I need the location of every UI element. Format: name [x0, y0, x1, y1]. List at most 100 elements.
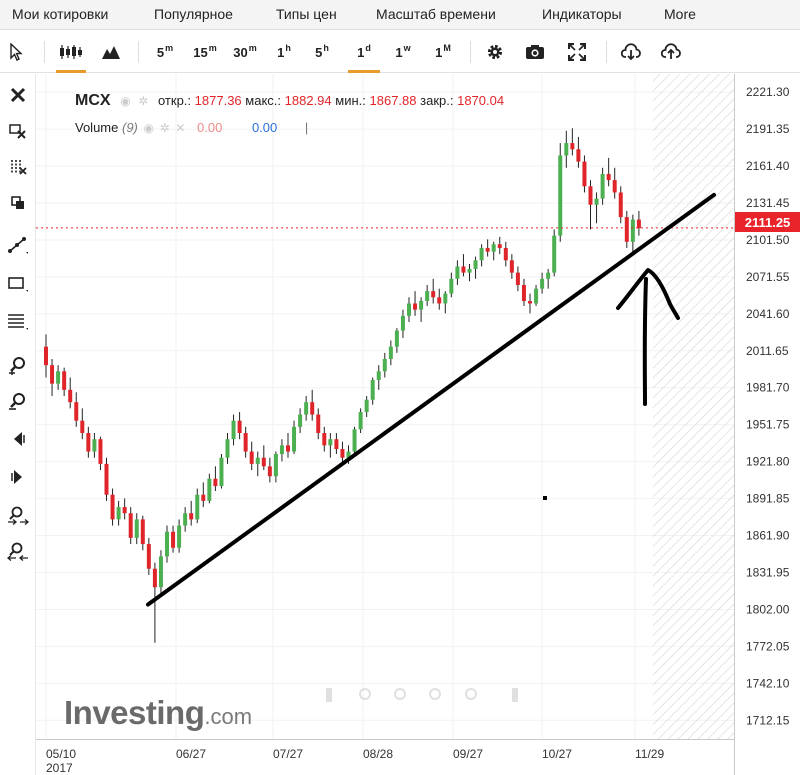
gear-icon[interactable] — [482, 39, 508, 65]
eye-icon[interactable]: ◉ — [143, 121, 154, 135]
candle-body — [201, 494, 206, 501]
candle-body — [195, 494, 200, 520]
candle-body — [86, 433, 91, 452]
high-value: 1882.94 — [284, 93, 332, 108]
candle-body — [44, 346, 48, 366]
upload-icon[interactable] — [658, 39, 684, 65]
price-chart[interactable]: 2221.30 2191.35 2161.40 2131.45 2101.50 2071.… — [36, 74, 800, 775]
candle-body — [340, 449, 345, 458]
candle-body — [376, 371, 381, 380]
volume-value-1: 0.00 — [197, 120, 223, 135]
candle-body — [322, 433, 327, 446]
candle-body — [50, 365, 55, 384]
zoom-out-horizontal-icon[interactable] — [6, 540, 30, 562]
fibonacci-tool-icon[interactable] — [6, 310, 30, 332]
candle-body — [473, 260, 478, 269]
menu-time-scale[interactable]: Масштаб времени — [376, 6, 496, 22]
candle-body — [237, 420, 242, 434]
candle-body — [352, 429, 357, 452]
timeframe-30m[interactable]: 30 m — [233, 43, 257, 60]
magnet-grid-icon[interactable] — [6, 156, 30, 178]
x-tick-label: 07/27 — [273, 747, 303, 761]
zoom-in-icon[interactable] — [6, 354, 30, 376]
y-tick-label: 2221.30 — [746, 85, 790, 99]
volume-value-2: 0.00 — [251, 120, 278, 135]
candle-body — [110, 494, 115, 520]
fullscreen-icon[interactable] — [564, 39, 590, 65]
remove-drawings-icon[interactable] — [6, 120, 30, 142]
y-tick-label: 1951.75 — [746, 418, 790, 432]
timeframe-15m[interactable]: 15 m — [193, 43, 217, 60]
candle-body — [407, 303, 411, 316]
candle-body — [207, 478, 212, 501]
candle-body — [455, 266, 460, 279]
candle-body — [370, 379, 375, 400]
mountain-type-icon[interactable] — [98, 39, 124, 65]
scroll-left-icon[interactable] — [6, 428, 30, 450]
candle-body — [388, 346, 393, 359]
zoom-out-icon[interactable] — [6, 390, 30, 412]
candle-body — [630, 219, 635, 242]
zoom-in-horizontal-icon[interactable] — [6, 504, 30, 526]
candle-body — [80, 420, 85, 434]
candle-body — [122, 507, 127, 514]
menu-indicators[interactable]: Индикаторы — [542, 6, 622, 22]
candlestick-type-icon[interactable] — [54, 39, 88, 73]
candle-body — [425, 291, 430, 302]
x-tick-label: 05/10 — [46, 747, 76, 761]
x-tick-label: 10/27 — [542, 747, 572, 761]
menu-more[interactable]: More — [664, 6, 696, 22]
y-tick-label: 1861.90 — [746, 529, 790, 543]
gear-icon[interactable]: ✲ — [159, 121, 170, 135]
y-tick-label: 1891.85 — [746, 492, 790, 506]
symbol-label: MCX — [75, 92, 111, 109]
download-icon[interactable] — [618, 39, 644, 65]
candle-body — [231, 420, 236, 440]
trend-line-tool-icon[interactable] — [6, 234, 30, 256]
candle-body — [521, 284, 526, 302]
copy-layers-icon[interactable] — [6, 192, 30, 214]
y-tick-label: 1742.10 — [746, 676, 790, 690]
candle-body — [588, 186, 593, 205]
eye-icon[interactable]: ◉ — [120, 94, 131, 108]
candle-body — [491, 244, 496, 252]
candle-body — [461, 266, 466, 273]
candle-body — [503, 247, 508, 261]
candle-body — [497, 244, 502, 248]
candle-body — [509, 260, 514, 273]
candle-body — [225, 439, 230, 458]
rectangle-tool-icon[interactable] — [6, 272, 30, 294]
scroll-right-icon[interactable] — [6, 466, 30, 488]
candle-body — [219, 457, 224, 487]
cursor-icon[interactable] — [6, 39, 26, 65]
candle-body — [68, 389, 73, 403]
gear-icon[interactable]: ✲ — [138, 94, 149, 108]
y-tick-label: 2011.65 — [746, 344, 789, 358]
y-tick-label: 1921.80 — [746, 455, 790, 469]
candle-body — [158, 556, 163, 588]
candle-body — [394, 330, 399, 347]
candle-body — [552, 235, 557, 273]
menu-my-quotes[interactable]: Мои котировки — [12, 6, 109, 22]
menu-price-types[interactable]: Типы цен — [276, 6, 337, 22]
menu-popular[interactable]: Популярное — [154, 6, 233, 22]
ohlc-legend: MCX ◉ ✲ откр.: 1877.36 макс.: 1882.94 ми… — [75, 92, 505, 109]
candle-body — [515, 272, 520, 285]
candle-body — [316, 414, 321, 434]
trendline — [146, 192, 716, 607]
future-area-hatch — [653, 74, 735, 739]
y-tick-label: 2101.50 — [746, 233, 790, 247]
candle-body — [279, 445, 284, 454]
camera-icon[interactable] — [522, 39, 548, 65]
close-icon[interactable]: ✕ — [175, 121, 186, 135]
close-icon[interactable] — [6, 84, 30, 106]
candle-body — [128, 513, 133, 538]
